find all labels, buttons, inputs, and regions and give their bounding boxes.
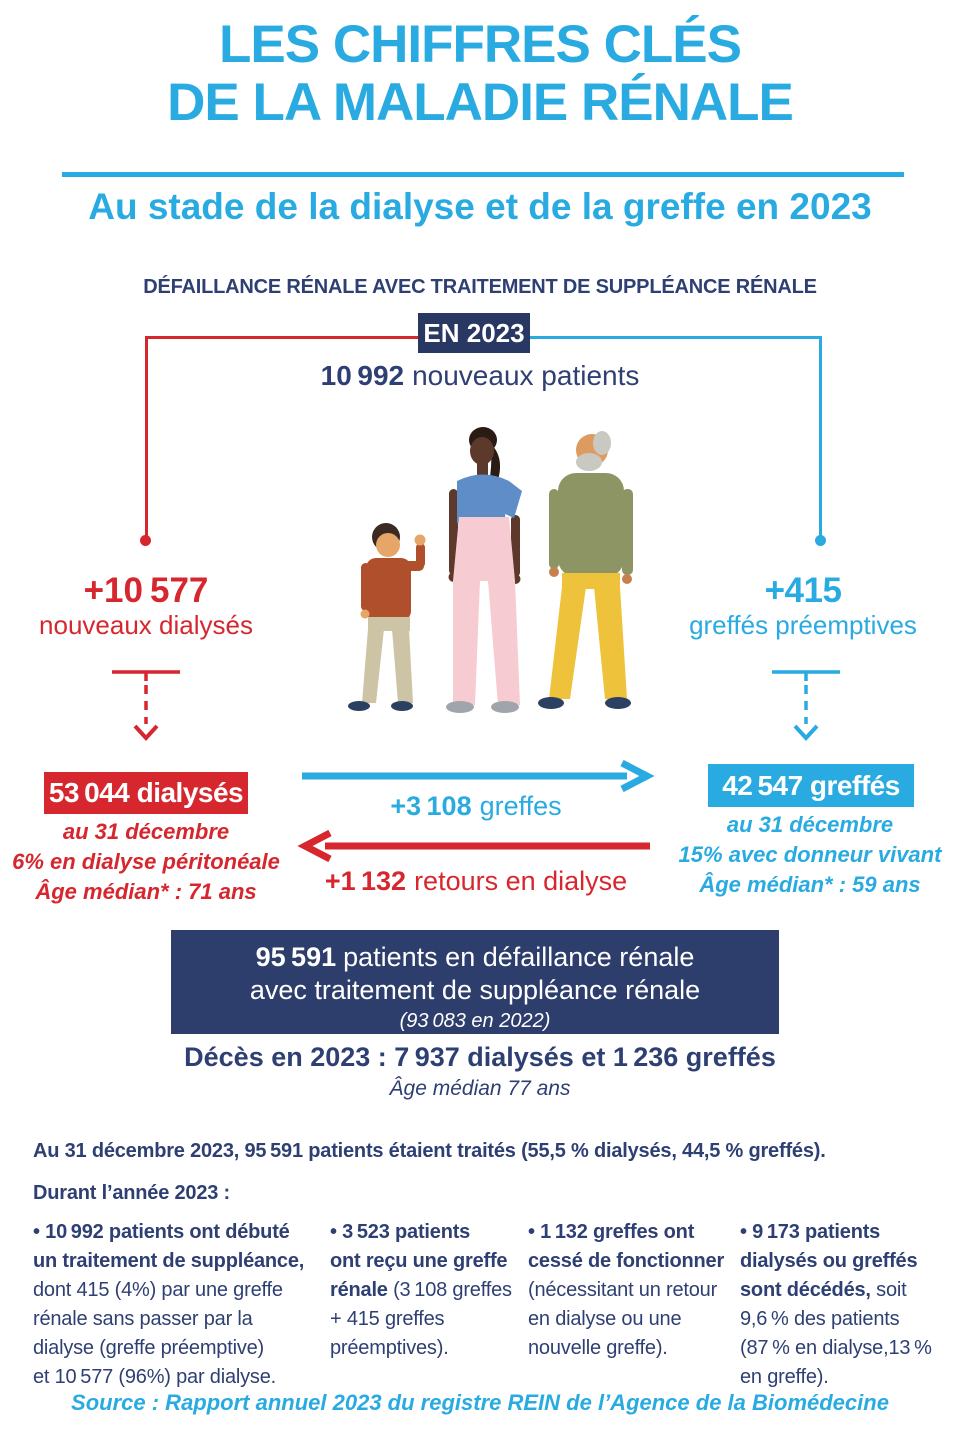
preemptive-graft-value: +415 <box>764 571 842 610</box>
summary-column-4: • 9 173 patients dialysés ou greffés sont … <box>740 1221 932 1388</box>
dashed-down-arrow-left-icon <box>112 670 180 741</box>
left-connector-dot <box>140 535 151 546</box>
grafts-flow-label: +3 108 greffes <box>296 791 656 822</box>
page-title: LES CHIFFRES CLÉS DE LA MALADIE RÉNALE <box>0 16 960 132</box>
left-connector-line <box>146 336 418 339</box>
returns-flow-label: +1 132 retours en dialyse <box>296 866 656 897</box>
new-dialysis-stat: +10 577 nouveaux dialysés <box>16 571 276 641</box>
new-patients-label: nouveaux patients <box>412 360 640 391</box>
total-patients-box: 95 591 patients en défaillance rénale ave… <box>171 930 779 1034</box>
right-connector-line-vertical <box>819 336 822 538</box>
page-title-line1: LES CHIFFRES CLÉS <box>219 15 742 74</box>
graft-count-box: 42 547 greffés <box>708 764 914 807</box>
new-dialysis-label: nouveaux dialysés <box>39 610 253 640</box>
right-connector-dot <box>815 535 826 546</box>
section-heading: DÉFAILLANCE RÉNALE AVEC TRAITEMENT DE SU… <box>143 276 817 298</box>
preemptive-graft-stat: +415 greffés préemptives <box>673 571 933 641</box>
page-title-line2: DE LA MALADIE RÉNALE <box>167 73 794 132</box>
deaths-median-age: Âge médian 77 ans <box>389 1077 571 1100</box>
summary-column-1: • 10 992 patients ont débuté un traitemen… <box>33 1221 305 1388</box>
grafts-flow-text: greffes <box>479 791 562 821</box>
total-patients-value: 95 591 <box>255 942 337 972</box>
woman-figure <box>446 427 522 713</box>
dashed-down-arrow-right-icon <box>772 670 840 741</box>
returns-arrow-icon <box>297 830 650 862</box>
people-illustration <box>348 427 633 713</box>
grafts-arrow-icon <box>302 760 655 792</box>
dialysis-count-box: 53 044 dialysés <box>44 772 248 814</box>
elderly-man-figure <box>538 431 633 709</box>
left-connector-line-vertical <box>145 336 148 538</box>
returns-flow-text: retours en dialyse <box>414 866 628 896</box>
summary-column-3: • 1 132 greffes ont cessé de fonctionner(… <box>528 1221 725 1359</box>
deaths-line: Décès en 2023 : 7 937 dialysés et 1 236 … <box>184 1042 776 1072</box>
page-subtitle: Au stade de la dialyse et de la greffe e… <box>88 186 872 227</box>
returns-flow-value: +1 132 <box>324 866 407 896</box>
new-patients-value: 10 992 <box>320 360 405 391</box>
graft-caption: au 31 décembre 15% avec donneur vivant Âge… <box>678 812 942 897</box>
grafts-flow-value: +3 108 <box>390 791 472 821</box>
dialysis-caption: au 31 décembre 6% en dialyse péritonéale Â… <box>12 819 280 904</box>
child-figure <box>348 523 426 711</box>
new-dialysis-value: +10 577 <box>83 571 209 610</box>
total-patients-line3: (93 083 en 2022) <box>399 1010 551 1032</box>
source-line: Source : Rapport annuel 2023 du registre… <box>71 1390 889 1415</box>
summary-intro: Au 31 décembre 2023, 95 591 patients éta… <box>33 1140 826 1162</box>
new-patients-line: 10 992 nouveaux patients <box>0 360 960 392</box>
year-badge: EN 2023 <box>418 313 530 353</box>
preemptive-graft-label: greffés préemptives <box>689 610 917 640</box>
right-connector-line <box>530 336 821 339</box>
summary-during-heading: Durant l’année 2023 : <box>33 1182 230 1204</box>
title-divider <box>62 172 904 177</box>
total-patients-line1-rest: patients en défaillance rénale <box>343 942 695 972</box>
total-patients-line1: 95 591 patients en défaillance rénale <box>171 941 779 974</box>
total-patients-line2: avec traitement de suppléance rénale <box>249 975 701 1005</box>
summary-column-2: • 3 523 patients ont reçu une greffe rénal… <box>330 1221 512 1359</box>
